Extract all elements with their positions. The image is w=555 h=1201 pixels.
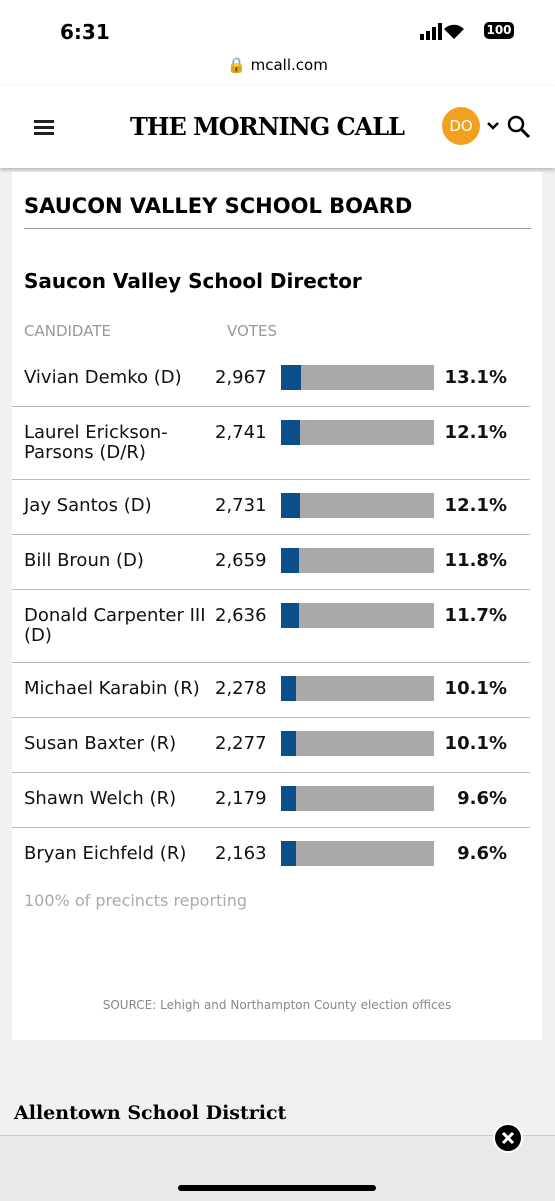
reporting: 100% of precincts reporting — [24, 891, 248, 910]
bar-track — [281, 493, 434, 518]
result-row: Donald Carpenter III (D) 2,636 11.7% — [12, 590, 530, 663]
bar-track — [281, 731, 434, 756]
percent: 13.1% — [444, 367, 507, 388]
icons[interactable] — [486, 114, 536, 142]
menu-icon[interactable] — [34, 120, 54, 136]
candidate: Susan Baxter (R) — [24, 733, 177, 754]
url-text: mcall.com — [250, 56, 328, 74]
bar — [281, 365, 302, 390]
results-card: SAUCON VALLEY SCHOOL BOARD Saucon Valley… — [12, 172, 542, 1040]
candidate: Laurel Erickson-Parsons (D/R) — [24, 422, 168, 463]
status-bar: 6:31 100 🔒 mcall.com — [0, 0, 555, 86]
bar — [281, 676, 297, 701]
percent: 9.6% — [457, 843, 507, 864]
candidate: Jay Santos (D) — [24, 495, 152, 516]
home-indicator — [178, 1185, 376, 1191]
candidate: Donald Carpenter III (D) — [24, 605, 206, 646]
votes: 2,659 — [215, 550, 267, 571]
result-row: Bill Broun (D) 2,659 11.8% — [12, 535, 530, 590]
candidate: Bill Broun (D) — [24, 550, 144, 571]
bar — [281, 786, 296, 811]
votes: 2,741 — [215, 422, 267, 443]
bar — [281, 548, 300, 573]
percent: 12.1% — [444, 422, 507, 443]
votes: 2,179 — [215, 788, 267, 809]
url[interactable]: 🔒 mcall.com — [227, 56, 328, 74]
battery: 100 — [484, 22, 514, 39]
percent: 10.1% — [444, 678, 507, 699]
site-header: THE MORNING CALL DO — [0, 86, 555, 168]
time: 6:31 — [60, 20, 110, 44]
bar-track — [281, 676, 434, 701]
votes: 2,731 — [215, 495, 267, 516]
percent: 12.1% — [444, 495, 507, 516]
bar-track — [281, 420, 434, 445]
bar-track — [281, 786, 434, 811]
candidate: Michael Karabin (R) — [24, 678, 200, 699]
bar — [281, 493, 300, 518]
percent: 11.8% — [444, 550, 507, 571]
votes: 2,278 — [215, 678, 267, 699]
candidate: Shawn Welch (R) — [24, 788, 177, 809]
bar-track — [281, 365, 434, 390]
column-header: VOTES — [227, 322, 277, 340]
bar-track — [281, 548, 434, 573]
percent: 9.6% — [457, 788, 507, 809]
divider — [24, 228, 531, 229]
next-section: Allentown School District — [14, 1102, 287, 1124]
result-row: Shawn Welch (R) 2,179 9.6% — [12, 773, 530, 828]
result-row: Bryan Eichfeld (R) 2,163 9.6% — [12, 828, 530, 882]
votes: 2,163 — [215, 843, 267, 864]
bar — [281, 603, 299, 628]
section-title: SAUCON VALLEY SCHOOL BOARD — [24, 194, 413, 218]
bottom-bar — [0, 1135, 555, 1201]
source: SOURCE: Lehigh and Northampton County el… — [102, 998, 452, 1012]
candidate: Vivian Demko (D) — [24, 367, 182, 388]
result-row: Susan Baxter (R) 2,277 10.1% — [12, 718, 530, 773]
votes: 2,967 — [215, 367, 267, 388]
logo[interactable]: THE MORNING CALL — [130, 112, 405, 141]
bar-track — [281, 603, 434, 628]
bar-track — [281, 841, 434, 866]
result-row: Jay Santos (D) 2,731 12.1% — [12, 480, 530, 535]
votes: 2,636 — [215, 605, 267, 626]
column-header: CANDIDATE — [24, 322, 111, 340]
result-row: Laurel Erickson-Parsons (D/R) 2,741 12.1% — [12, 407, 530, 480]
result-row: Michael Karabin (R) 2,278 10.1% — [12, 663, 530, 718]
results-table: Vivian Demko (D) 2,967 13.1% Laurel Erickso… — [12, 352, 530, 882]
percent: 11.7% — [444, 605, 507, 626]
percent: 10.1% — [444, 733, 507, 754]
result-row: Vivian Demko (D) 2,967 13.1% — [12, 352, 530, 407]
bar — [281, 841, 296, 866]
race-title: Saucon Valley School Director — [24, 269, 362, 293]
candidate: Bryan Eichfeld (R) — [24, 843, 187, 864]
avatar[interactable]: DO — [442, 107, 480, 145]
close-button[interactable] — [493, 1123, 523, 1153]
bar — [281, 420, 300, 445]
signal-wifi — [420, 23, 464, 40]
bar — [281, 731, 297, 756]
votes: 2,277 — [215, 733, 267, 754]
